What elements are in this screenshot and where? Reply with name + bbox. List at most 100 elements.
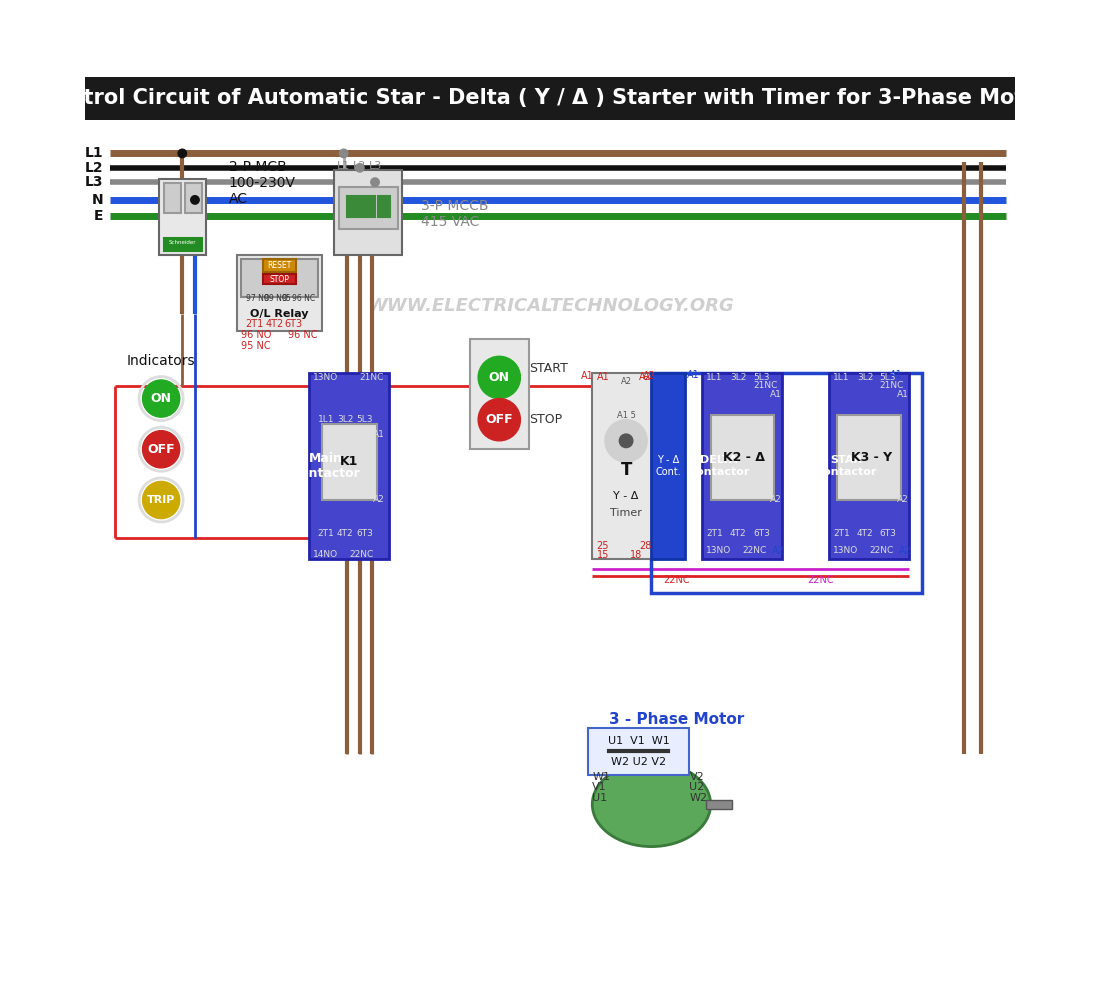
Text: 96 NO: 96 NO: [242, 330, 272, 340]
Text: 6T3: 6T3: [356, 529, 373, 538]
Circle shape: [478, 356, 520, 399]
Circle shape: [190, 196, 199, 204]
FancyBboxPatch shape: [651, 373, 685, 559]
Text: 3L2: 3L2: [337, 415, 353, 424]
FancyBboxPatch shape: [377, 196, 390, 217]
Text: 96 NC: 96 NC: [293, 294, 316, 303]
Text: 99 NO: 99 NO: [264, 294, 288, 303]
Text: 22NC: 22NC: [350, 550, 374, 559]
Text: A1: A1: [373, 430, 384, 439]
FancyBboxPatch shape: [711, 415, 774, 500]
Text: 2-P MCB
100-230V
AC: 2-P MCB 100-230V AC: [229, 160, 296, 206]
Text: ON: ON: [151, 392, 172, 405]
Text: ON: ON: [488, 371, 509, 384]
Text: K2 - Δ: K2 - Δ: [724, 451, 766, 464]
Text: W2: W2: [690, 793, 707, 803]
Text: A1: A1: [770, 390, 782, 399]
FancyBboxPatch shape: [588, 728, 690, 775]
FancyBboxPatch shape: [160, 179, 206, 255]
Text: L1: L1: [337, 161, 351, 171]
Text: 13NO: 13NO: [314, 373, 339, 382]
Text: A1 5: A1 5: [617, 411, 636, 420]
Circle shape: [143, 481, 179, 519]
Text: N: N: [92, 193, 103, 207]
Text: 6T3: 6T3: [285, 319, 303, 329]
Text: L1: L1: [85, 146, 103, 160]
FancyBboxPatch shape: [263, 259, 296, 272]
Text: 28: 28: [639, 541, 651, 551]
Text: U1  V1  W1: U1 V1 W1: [608, 736, 670, 746]
Text: 3 - Phase Motor: 3 - Phase Motor: [609, 712, 745, 727]
Text: WWW.ELECTRICALTECHNOLOGY.ORG: WWW.ELECTRICALTECHNOLOGY.ORG: [366, 297, 734, 315]
Text: A2: A2: [770, 495, 781, 504]
Circle shape: [371, 178, 380, 186]
Text: A1: A1: [688, 370, 700, 380]
FancyBboxPatch shape: [702, 373, 782, 559]
Text: L2: L2: [353, 161, 366, 171]
Text: V2: V2: [690, 772, 704, 782]
FancyBboxPatch shape: [164, 238, 201, 251]
FancyBboxPatch shape: [242, 259, 318, 297]
FancyBboxPatch shape: [185, 183, 201, 213]
Text: 25: 25: [596, 541, 609, 551]
Text: 22NC: 22NC: [807, 575, 834, 585]
Text: A2: A2: [644, 371, 657, 381]
Text: 97 NO: 97 NO: [245, 294, 270, 303]
Text: 5L3: 5L3: [356, 415, 373, 424]
FancyBboxPatch shape: [334, 170, 403, 255]
Text: Control Circuit of Automatic Star - Delta ( Y / Δ ) Starter with Timer for 3-Pha: Control Circuit of Automatic Star - Delt…: [39, 88, 1062, 108]
FancyBboxPatch shape: [85, 77, 1015, 120]
Circle shape: [143, 431, 179, 468]
Text: A1: A1: [896, 390, 909, 399]
Text: A2: A2: [899, 546, 912, 556]
Circle shape: [178, 149, 187, 158]
Text: K3 - Y: K3 - Y: [850, 451, 892, 464]
Text: W1: W1: [592, 772, 611, 782]
Circle shape: [605, 420, 647, 462]
Circle shape: [143, 380, 179, 417]
Text: STAR
Contactor: STAR Contactor: [815, 455, 877, 477]
Text: L3: L3: [368, 161, 382, 171]
Text: O/L Relay: O/L Relay: [250, 309, 309, 319]
Text: 95: 95: [282, 294, 290, 303]
Text: 95 NC: 95 NC: [242, 341, 271, 351]
Text: 21NC: 21NC: [880, 381, 904, 390]
Text: 22NC: 22NC: [742, 546, 767, 555]
Text: 1L1: 1L1: [833, 373, 849, 382]
Text: 2T1: 2T1: [245, 319, 264, 329]
FancyBboxPatch shape: [263, 274, 296, 284]
Circle shape: [340, 149, 348, 158]
Text: STOP: STOP: [270, 275, 289, 284]
Text: 4T2: 4T2: [265, 319, 284, 329]
Text: W2 U2 V2: W2 U2 V2: [612, 757, 667, 767]
FancyBboxPatch shape: [470, 339, 529, 449]
Text: 3L2: 3L2: [857, 373, 873, 382]
Text: 22NC: 22NC: [869, 546, 894, 555]
Text: L2: L2: [85, 161, 103, 175]
Text: OFF: OFF: [485, 413, 513, 426]
Text: 6T3: 6T3: [880, 529, 896, 538]
Text: START: START: [529, 362, 568, 375]
Text: STOP: STOP: [529, 413, 562, 426]
Text: 2T1: 2T1: [318, 529, 334, 538]
Text: U2: U2: [690, 782, 705, 792]
Text: 3-P MCCB
415 VAC: 3-P MCCB 415 VAC: [420, 199, 488, 229]
Text: 6T3: 6T3: [752, 529, 770, 538]
Text: 15: 15: [596, 550, 609, 560]
Ellipse shape: [592, 762, 711, 847]
Circle shape: [619, 434, 632, 448]
FancyBboxPatch shape: [362, 196, 375, 217]
Text: 4T2: 4T2: [857, 529, 873, 538]
Text: 2T1: 2T1: [706, 529, 723, 538]
Text: 5L3: 5L3: [752, 373, 769, 382]
Text: 18: 18: [630, 550, 642, 560]
Text: 21NC: 21NC: [752, 381, 778, 390]
Text: T: T: [620, 461, 631, 479]
Text: A1: A1: [890, 370, 903, 380]
FancyBboxPatch shape: [322, 424, 376, 500]
Text: U1: U1: [592, 793, 607, 803]
Text: A2: A2: [772, 546, 784, 556]
Text: A2: A2: [620, 377, 631, 386]
FancyBboxPatch shape: [339, 187, 398, 229]
Text: 96 NC: 96 NC: [288, 330, 318, 340]
